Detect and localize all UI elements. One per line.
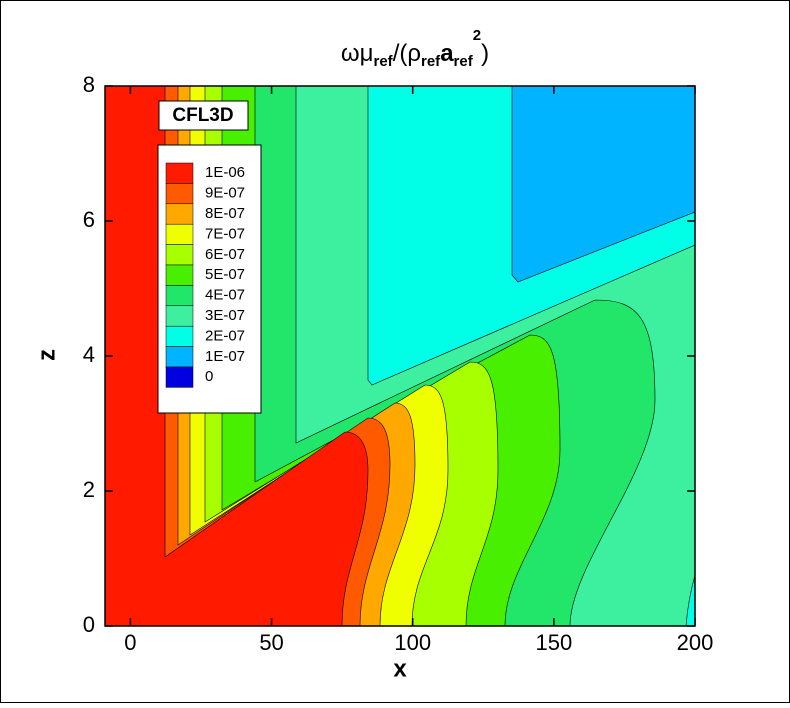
title-part: 2	[473, 27, 481, 44]
chart-title: ωμref/(ρrefaref2)	[341, 27, 489, 70]
legend-swatch	[165, 223, 194, 245]
legend-swatch	[165, 162, 194, 184]
title-part: ref	[421, 53, 441, 70]
legend-label: 4E-07	[205, 287, 245, 304]
legend-label: 1E-06	[205, 164, 245, 181]
x-tick-label: 0	[124, 630, 136, 655]
legend-swatch	[165, 203, 194, 225]
legend-swatch	[165, 366, 194, 388]
legend-swatch	[165, 325, 194, 347]
legend-label: 1E-07	[205, 348, 245, 365]
title-part: a	[440, 40, 454, 67]
title-part: ref	[374, 53, 394, 70]
x-axis-label: x	[393, 655, 407, 682]
legend-swatch	[165, 264, 194, 286]
y-tick-label: 0	[83, 612, 95, 637]
legend-label: 9E-07	[205, 185, 245, 202]
legend-swatch	[165, 183, 194, 205]
legend-label: 8E-07	[205, 205, 245, 222]
legend-swatch	[165, 346, 194, 368]
x-tick-label: 100	[394, 630, 431, 655]
annotation-box	[158, 100, 249, 131]
legend-label: 7E-07	[205, 225, 245, 242]
legend-swatch	[165, 244, 194, 266]
legend-label: 3E-07	[205, 307, 245, 324]
y-tick-label: 2	[83, 477, 95, 502]
x-tick-label: 50	[259, 630, 283, 655]
y-tick-label: 6	[83, 207, 95, 232]
y-tick-label: 4	[83, 342, 95, 367]
legend-label: 5E-07	[205, 266, 245, 283]
x-tick-label: 200	[677, 630, 714, 655]
y-axis-label: z	[33, 349, 60, 361]
title-part: ref	[454, 53, 474, 70]
legend-swatch	[165, 285, 194, 307]
legend-label: 0	[205, 368, 213, 385]
title-part: )	[481, 40, 489, 67]
title-part: ωμ	[341, 40, 374, 67]
y-tick-label: 8	[83, 72, 95, 97]
annotation: CFL3D	[172, 105, 233, 126]
legend-label: 6E-07	[205, 246, 245, 263]
x-tick-label: 150	[535, 630, 572, 655]
legend-swatch	[165, 305, 194, 327]
legend-label: 2E-07	[205, 327, 245, 344]
title-part: /(ρ	[393, 40, 421, 67]
contour-region	[104, 85, 369, 627]
